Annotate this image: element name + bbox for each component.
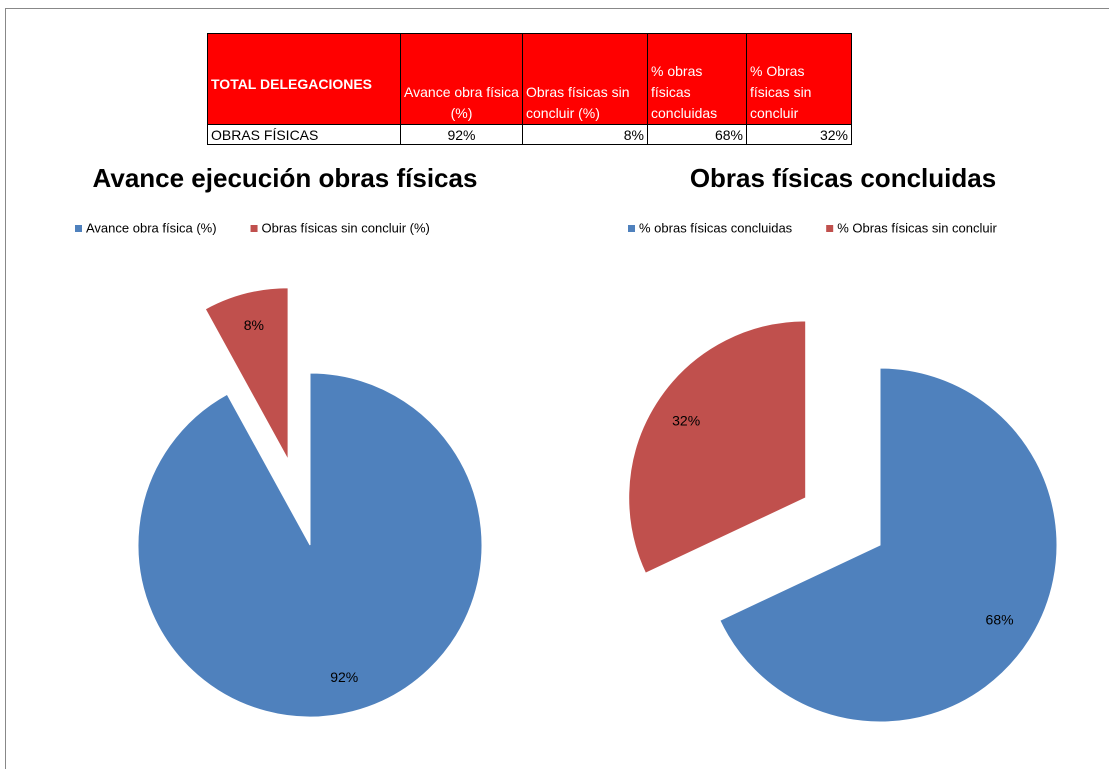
chart-title: Obras físicas concluidas — [690, 163, 996, 193]
cell: OBRAS FÍSICAS — [207, 124, 401, 145]
page: TOTAL DELEGACIONES Avance obra física (%… — [5, 8, 1109, 769]
legend-swatch — [75, 225, 82, 232]
pie-slice — [204, 287, 289, 461]
chart-title: Avance ejecución obras físicas — [93, 163, 478, 193]
header-row: TOTAL DELEGACIONES Avance obra física (%… — [207, 33, 852, 125]
cell: 32% — [746, 124, 852, 145]
legend-label: % Obras físicas sin concluir — [837, 220, 997, 235]
legend-label: Obras físicas sin concluir (%) — [262, 220, 430, 235]
legend-swatch — [628, 225, 635, 232]
legend-swatch — [826, 225, 834, 232]
data-label: 92% — [330, 669, 358, 685]
cell: 8% — [522, 124, 648, 145]
pie-slice — [719, 367, 1058, 723]
pie-slice — [628, 320, 807, 574]
header-cell: Obras físicas sin concluir (%) — [522, 33, 648, 125]
sheet-frame — [5, 8, 1109, 769]
header-cell: % obras físicas concluidas — [647, 33, 747, 125]
pie-slice — [137, 372, 483, 718]
summary-table: TOTAL DELEGACIONES Avance obra física (%… — [207, 33, 852, 145]
charts: Avance ejecución obras físicas Avance obr… — [75, 163, 1058, 723]
data-row: OBRAS FÍSICAS 92% 8% 68% 32% — [207, 124, 852, 145]
legend-label: % obras físicas concluidas — [639, 220, 793, 235]
header-cell: % Obras físicas sin concluir — [746, 33, 852, 125]
legend-label: Avance obra física (%) — [86, 220, 217, 235]
data-label: 68% — [986, 612, 1014, 628]
cell: 92% — [400, 124, 523, 145]
legend-swatch — [250, 225, 258, 232]
header-cell: TOTAL DELEGACIONES — [207, 33, 401, 125]
data-label: 32% — [672, 413, 700, 429]
data-label: 8% — [244, 317, 264, 333]
